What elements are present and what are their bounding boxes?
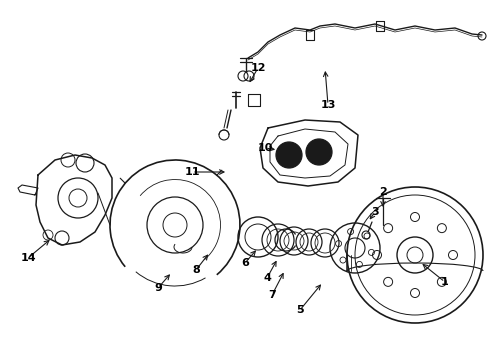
Circle shape (276, 142, 302, 168)
Text: 10: 10 (257, 143, 273, 153)
Text: 1: 1 (441, 277, 449, 287)
Text: 9: 9 (154, 283, 162, 293)
Text: 5: 5 (296, 305, 304, 315)
Text: 8: 8 (192, 265, 200, 275)
Text: 2: 2 (379, 187, 387, 197)
Text: 3: 3 (371, 207, 379, 217)
Circle shape (306, 139, 332, 165)
Text: 7: 7 (268, 290, 276, 300)
Text: 4: 4 (263, 273, 271, 283)
Text: 6: 6 (241, 258, 249, 268)
Text: 13: 13 (320, 100, 336, 110)
Text: 11: 11 (184, 167, 200, 177)
Text: 14: 14 (20, 253, 36, 263)
Text: 12: 12 (250, 63, 266, 73)
